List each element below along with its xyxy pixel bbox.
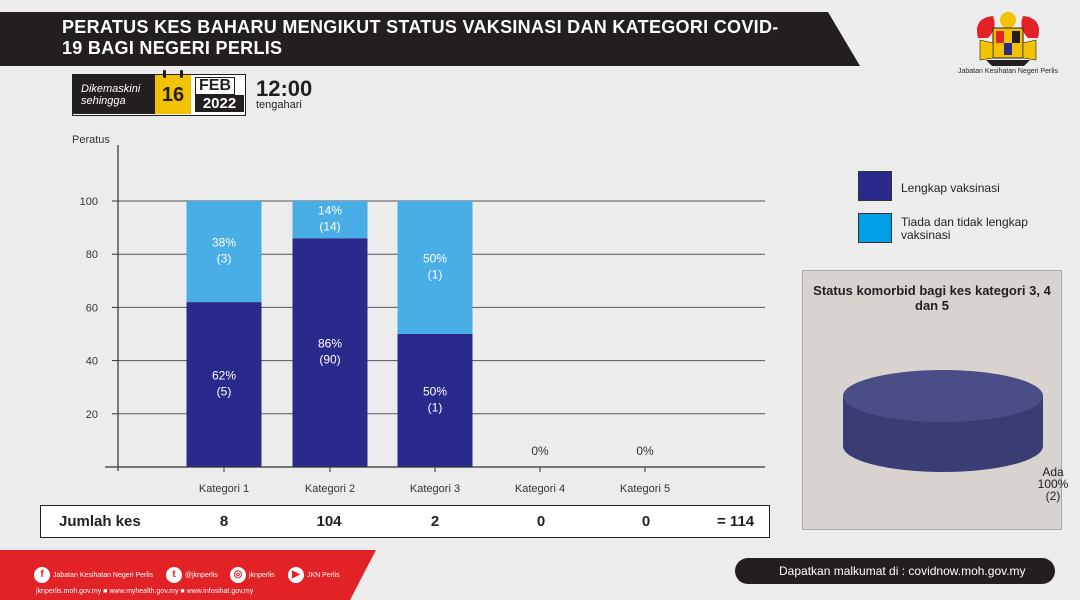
calendar-ring-icon	[180, 70, 183, 78]
calendar-day: 16	[155, 70, 191, 114]
total-value-kategori-3: 2	[430, 513, 440, 530]
legend-swatch-lengkap	[858, 171, 892, 201]
updated-label: Dikemaskini sehingga	[73, 75, 155, 114]
x-tick-label: Kategori 4	[515, 483, 565, 495]
pie-count: (2)	[1045, 489, 1061, 503]
data-label-percent: 38%	[212, 236, 236, 250]
footer-links[interactable]: jknperlis.moh.gov.my ■ www.myhealth.gov.…	[36, 588, 254, 595]
logo-caption: Jabatan Kesihatan Negeri Perlis	[957, 68, 1058, 75]
comorbid-panel: Status komorbid bagi kes kategori 3, 4 d…	[802, 270, 1068, 530]
bar-tiada	[186, 201, 262, 303]
data-label-zero: 0%	[636, 444, 654, 458]
data-label-count: (5)	[217, 385, 232, 399]
data-label-percent: 50%	[423, 252, 447, 266]
facebook-label: Jabatan Kesihatan Negeri Perlis	[53, 571, 154, 579]
bar-tiada	[292, 201, 368, 239]
twitter-icon: t	[166, 567, 182, 583]
year-value: 2022	[195, 95, 244, 112]
total-label: Jumlah kes	[59, 513, 141, 530]
pie-category: Ada	[1042, 465, 1064, 479]
instagram-link[interactable]: ◎ jknperlis	[230, 567, 275, 583]
data-label-count: (1)	[428, 268, 443, 282]
total-value-kategori-5: 0	[641, 513, 651, 530]
bar-lengkap	[397, 334, 473, 467]
x-tick-label: Kategori 1	[199, 483, 249, 495]
data-label-percent: 14%	[318, 204, 342, 218]
data-label-count: (14)	[319, 220, 340, 234]
bar-tiada	[397, 201, 473, 334]
comorbid-pie-chart	[843, 370, 1043, 472]
pie-label: Ada 100% (2)	[1013, 466, 1080, 502]
bar-lengkap	[186, 302, 262, 467]
youtube-icon: ▶	[288, 567, 304, 583]
y-tick-label: 20	[86, 409, 98, 421]
month-value: FEB	[195, 77, 235, 95]
grand-total: = 114	[717, 513, 755, 530]
comorbid-title: Status komorbid bagi kes kategori 3, 4 d…	[813, 283, 1051, 313]
data-label-percent: 62%	[212, 369, 236, 383]
pie-percent: 100%	[1037, 477, 1069, 491]
instagram-label: jknperlis	[249, 571, 275, 579]
time-value: 12:00	[256, 76, 313, 101]
x-tick-label: Kategori 5	[620, 483, 670, 495]
coat-of-arms-logo	[977, 12, 1039, 66]
stacked-bar-chart: 20 40 60 80 100 Peratus Kategori 1 62% (5) 38% (3)…	[72, 134, 765, 495]
y-tick-label: 100	[80, 196, 98, 208]
more-info-link[interactable]: Dapatkan malkumat di : covidnow.moh.gov.…	[735, 558, 1055, 584]
pie-slice-ada	[843, 370, 1043, 422]
youtube-link[interactable]: ▶ JKN Perlis	[288, 567, 340, 583]
chart-axes	[105, 145, 765, 472]
facebook-link[interactable]: f Jabatan Kesihatan Negeri Perlis	[34, 567, 153, 583]
x-tick-label: Kategori 3	[410, 483, 460, 495]
title-banner	[0, 12, 860, 66]
data-label-percent: 50%	[423, 385, 447, 399]
y-tick-label: 80	[86, 249, 98, 261]
facebook-icon: f	[34, 567, 50, 583]
instagram-icon: ◎	[230, 567, 246, 583]
update-date-box: Dikemaskini sehingga 16 FEB 2022	[72, 70, 246, 116]
data-label-count: (90)	[319, 353, 340, 367]
data-label-count: (3)	[217, 252, 232, 266]
day-value: 16	[161, 84, 185, 106]
chart-labels: 20 40 60 80 100 Peratus Kategori 1 62% (5) 38% (3)…	[72, 134, 670, 495]
bar-lengkap	[292, 238, 368, 467]
footer-social-bar	[0, 550, 376, 600]
twitter-link[interactable]: t @jknperlis	[166, 567, 218, 583]
twitter-label: @jknperlis	[185, 571, 218, 579]
total-value-kategori-2: 104	[316, 513, 342, 530]
calendar-ring-icon	[163, 70, 166, 78]
y-axis-title: Peratus	[72, 134, 110, 146]
data-label-zero: 0%	[531, 444, 549, 458]
total-cases-row: Jumlah kes 8 104 2 0 0 = 114	[40, 505, 770, 538]
data-label-count: (1)	[428, 401, 443, 415]
time-period: tengahari	[256, 99, 302, 111]
legend-swatch-tiada	[858, 213, 892, 243]
page-title: PERATUS KES BAHARU MENGIKUT STATUS VAKSI…	[62, 17, 779, 58]
total-value-kategori-1: 8	[219, 513, 229, 530]
total-value-kategori-4: 0	[536, 513, 546, 530]
legend-label-lengkap: Lengkap vaksinasi	[901, 181, 1000, 195]
x-tick-label: Kategori 2	[305, 483, 355, 495]
chart-bars	[186, 201, 473, 467]
data-label-percent: 86%	[318, 337, 342, 351]
youtube-label: JKN Perlis	[307, 571, 340, 579]
y-tick-label: 40	[86, 356, 98, 368]
legend-label-tiada: Tiada dan tidak lengkap vaksinasi	[901, 215, 1028, 242]
y-tick-label: 60	[86, 302, 98, 314]
